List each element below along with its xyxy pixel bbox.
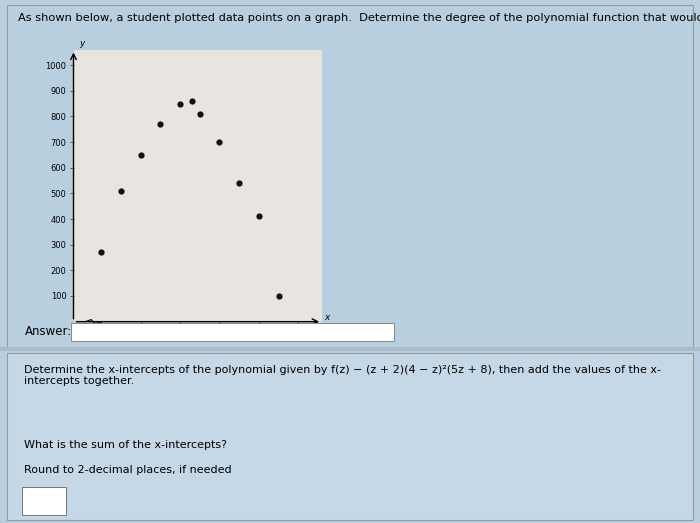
Text: y: y	[79, 39, 85, 49]
Text: As shown below, a student plotted data points on a graph.  Determine the degree : As shown below, a student plotted data p…	[18, 13, 700, 23]
Text: What is the sum of the x-intercepts?: What is the sum of the x-intercepts?	[24, 440, 227, 450]
Bar	[71, 323, 395, 341]
Bar	[22, 487, 66, 515]
Text: Round to 2-decimal places, if needed: Round to 2-decimal places, if needed	[24, 465, 232, 475]
Text: Answer:: Answer:	[25, 325, 72, 338]
Text: x: x	[324, 313, 329, 322]
Text: Determine the x-intercepts of the polynomial given by f(z) − (z + 2)(4 − z)²(5z : Determine the x-intercepts of the polyno…	[24, 365, 661, 386]
